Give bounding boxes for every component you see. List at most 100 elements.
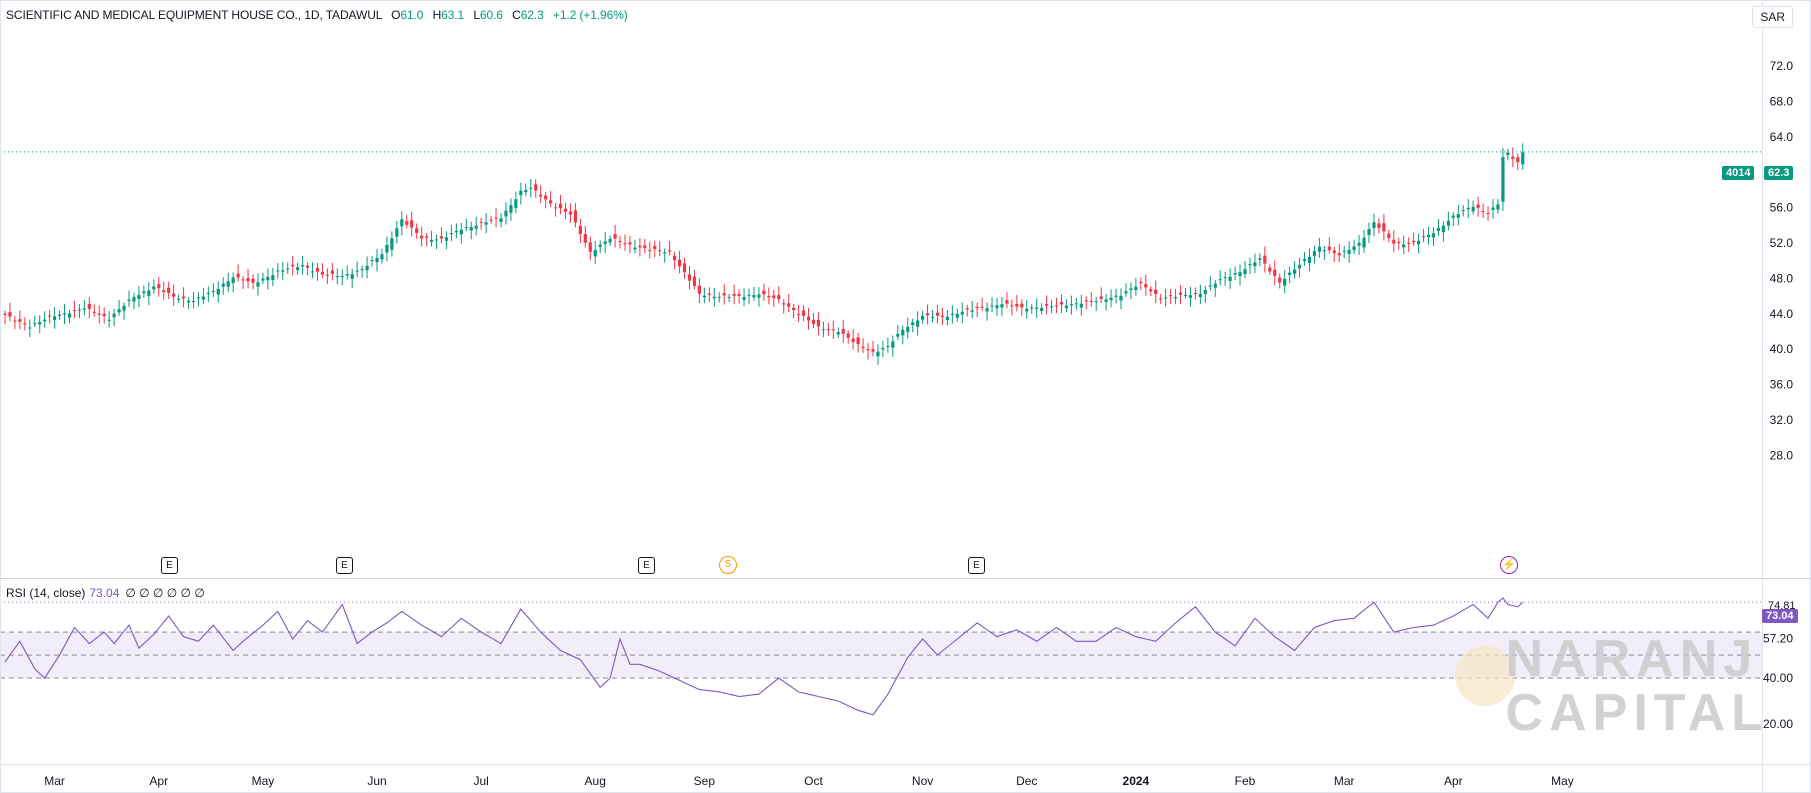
candle-body	[1273, 269, 1277, 276]
candle-body	[405, 221, 409, 225]
candle-body	[727, 296, 731, 298]
time-tick-label: Jun	[367, 774, 386, 788]
candle-body	[618, 241, 622, 243]
watermark-line1: NARANJ	[1505, 630, 1759, 688]
ticker-badge: 4014	[1722, 166, 1755, 180]
candle-body	[1164, 297, 1168, 299]
currency-button[interactable]: SAR	[1752, 6, 1793, 28]
candle-body	[1377, 223, 1381, 228]
low-label: L	[473, 8, 480, 22]
candle-body	[271, 275, 275, 280]
candle-body	[1059, 301, 1064, 305]
candle-body	[494, 217, 498, 219]
rsi-line	[4, 597, 1524, 716]
candle-body	[1412, 240, 1416, 243]
price-tick-label: 68.0	[1770, 94, 1794, 108]
earnings-event-icon[interactable]: E	[161, 557, 178, 574]
candle-body	[241, 279, 245, 281]
candle-body	[663, 252, 667, 254]
candle-body	[231, 277, 235, 284]
candle-body	[97, 313, 101, 315]
candle-body	[1084, 300, 1088, 302]
candle-body	[593, 250, 597, 257]
candle-body	[355, 270, 359, 272]
candle-body	[1302, 259, 1307, 262]
candle-body	[955, 313, 959, 318]
candle-body	[648, 249, 652, 251]
candle-body	[1064, 305, 1069, 309]
candle-body	[1407, 242, 1411, 244]
candle-body	[1297, 264, 1302, 269]
earnings-event-icon[interactable]: E	[638, 557, 655, 574]
candle-body	[375, 257, 379, 263]
candle-body	[1238, 272, 1242, 277]
earnings-event-icon[interactable]: E	[968, 557, 985, 574]
price-tick-label: 72.0	[1770, 59, 1794, 73]
candle-body	[1109, 297, 1113, 301]
candle-body	[1178, 292, 1183, 295]
candle-body	[439, 236, 444, 239]
candle-body	[1491, 207, 1495, 210]
candle-body	[216, 288, 220, 295]
candle-body	[1362, 237, 1366, 248]
candle-body	[960, 311, 964, 315]
candle-body	[1218, 279, 1222, 281]
candle-body	[38, 321, 42, 325]
candle-body	[1198, 293, 1202, 298]
candle-body	[608, 238, 612, 243]
candle-body	[762, 290, 766, 295]
candle-body	[722, 293, 726, 296]
candle-body	[410, 220, 414, 228]
candle-body	[454, 230, 458, 233]
candle-body	[360, 269, 364, 271]
candle-body	[1327, 246, 1331, 251]
candle-body	[459, 229, 463, 235]
candle-body	[658, 250, 662, 252]
candle-body	[529, 187, 533, 189]
rsi-extra-values: ∅ ∅ ∅ ∅ ∅ ∅	[125, 586, 205, 600]
candle-body	[117, 309, 121, 313]
candle-body	[534, 184, 538, 191]
candle-body	[613, 234, 617, 239]
dividend-event-icon[interactable]: S	[719, 556, 737, 574]
last-price-badge: 62.3	[1764, 166, 1794, 180]
candle-body	[132, 297, 136, 302]
candle-body	[1392, 239, 1396, 244]
time-tick-label: Jul	[473, 774, 488, 788]
candle-body	[395, 228, 399, 237]
candle-body	[147, 290, 151, 296]
candle-body	[256, 282, 260, 287]
candle-body	[1144, 284, 1148, 288]
candle-body	[499, 218, 503, 222]
candle-body	[514, 199, 518, 208]
candle-body	[742, 297, 746, 300]
close-label: C	[512, 8, 521, 22]
candle-body	[1183, 294, 1188, 296]
split-event-icon[interactable]: ⚡	[1500, 556, 1518, 574]
candle-body	[816, 319, 821, 327]
candle-body	[172, 293, 176, 297]
price-tick-label: 56.0	[1770, 201, 1794, 215]
candle-body	[970, 310, 974, 312]
candle-body	[673, 255, 677, 261]
candle-body	[563, 208, 568, 212]
rsi-tick-label: 40.00	[1763, 671, 1793, 685]
candle-body	[930, 316, 935, 318]
time-tick-label: Dec	[1016, 774, 1037, 788]
candle-body	[1069, 304, 1073, 306]
earnings-event-icon[interactable]: E	[336, 557, 353, 574]
candle-body	[856, 337, 860, 345]
candle-body	[1451, 215, 1455, 218]
rsi-header[interactable]: RSI (14, close) 73.04 ∅ ∅ ∅ ∅ ∅ ∅	[6, 586, 205, 600]
watermark: NARANJ CAPITAL	[1506, 632, 1769, 740]
candle-body	[519, 190, 523, 196]
candle-body	[737, 294, 741, 297]
candle-body	[876, 351, 880, 357]
candle-body	[544, 195, 548, 200]
candle-body	[8, 312, 12, 317]
candle-body	[916, 320, 920, 327]
candle-body	[881, 348, 885, 350]
candle-body	[325, 274, 329, 276]
candle-body	[67, 313, 72, 318]
candle-body	[122, 305, 126, 311]
